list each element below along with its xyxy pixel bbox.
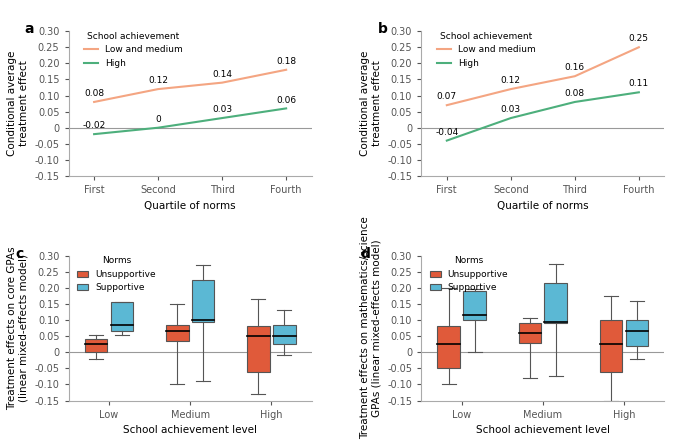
Bar — [625, 320, 648, 346]
Text: 0.03: 0.03 — [501, 105, 521, 114]
Y-axis label: Treatment effects on core GPAs
(linear mixed-effects model): Treatment effects on core GPAs (linear m… — [8, 246, 29, 410]
Text: a: a — [25, 22, 34, 36]
Text: 0.08: 0.08 — [564, 89, 585, 98]
Bar — [599, 320, 622, 372]
Y-axis label: Conditional average
treatment effect: Conditional average treatment effect — [360, 51, 382, 156]
Text: 0.08: 0.08 — [84, 89, 104, 98]
X-axis label: School achievement level: School achievement level — [123, 425, 257, 435]
X-axis label: Quartile of norms: Quartile of norms — [497, 201, 588, 210]
Text: 0.18: 0.18 — [276, 57, 296, 66]
Text: 0.11: 0.11 — [629, 80, 649, 89]
Y-axis label: Conditional average
treatment effect: Conditional average treatment effect — [8, 51, 29, 156]
Bar — [463, 291, 486, 320]
Text: 0.14: 0.14 — [212, 70, 232, 79]
Bar — [85, 340, 108, 352]
Text: 0.12: 0.12 — [148, 76, 168, 85]
Bar — [192, 280, 214, 322]
Legend: Unsupportive, Supportive: Unsupportive, Supportive — [426, 253, 512, 296]
Bar — [111, 302, 134, 331]
Bar — [519, 323, 541, 343]
Text: 0.12: 0.12 — [501, 76, 521, 85]
Text: 0.03: 0.03 — [212, 105, 232, 114]
Text: -0.02: -0.02 — [82, 121, 105, 130]
Text: c: c — [15, 247, 23, 261]
Bar — [438, 327, 460, 368]
Text: 0.25: 0.25 — [629, 34, 649, 43]
Text: 0.16: 0.16 — [564, 63, 585, 73]
X-axis label: Quartile of norms: Quartile of norms — [145, 201, 236, 210]
Bar — [545, 283, 567, 323]
Y-axis label: Treatment effects on mathematics/science
GPAs (linear mixed-effects model): Treatment effects on mathematics/science… — [360, 217, 382, 440]
Text: -0.04: -0.04 — [435, 128, 458, 137]
Text: 0: 0 — [155, 115, 161, 124]
Legend: Low and medium, High: Low and medium, High — [434, 28, 539, 72]
Text: b: b — [377, 22, 387, 36]
Legend: Low and medium, High: Low and medium, High — [81, 28, 186, 72]
Bar — [273, 325, 295, 344]
X-axis label: School achievement level: School achievement level — [476, 425, 610, 435]
Legend: Unsupportive, Supportive: Unsupportive, Supportive — [73, 253, 160, 296]
Bar — [247, 327, 270, 372]
Bar — [166, 325, 188, 341]
Text: d: d — [360, 247, 371, 261]
Text: 0.07: 0.07 — [437, 92, 457, 101]
Text: 0.06: 0.06 — [276, 96, 296, 105]
